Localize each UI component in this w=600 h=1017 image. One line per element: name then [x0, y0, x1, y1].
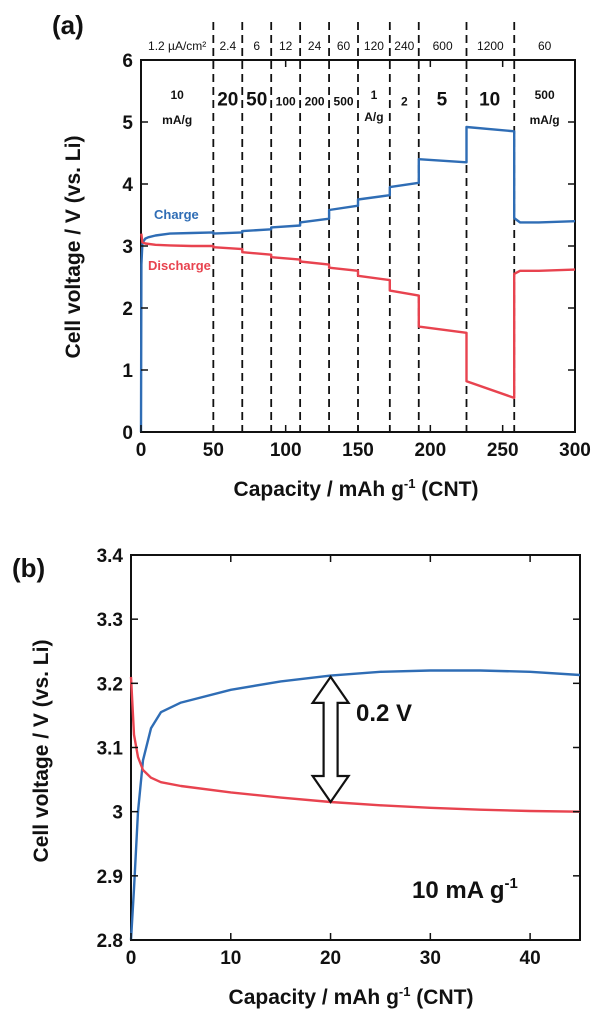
chart-panel-b: (b) 0 10 20 30 40 2.8 2.9 3 3.1 3.2 3.3 3.4 0.2 V 1… — [12, 546, 581, 1009]
y-tick-label: 5 — [122, 113, 133, 134]
current-density-label: mA/g — [530, 113, 560, 127]
panel-b-label: (b) — [12, 553, 45, 583]
areal-rate-label: 240 — [394, 39, 414, 53]
panel-b-y-axis-title: Cell voltage / V (vs. Li) — [30, 640, 53, 863]
areal-rate-label: 60 — [538, 39, 552, 53]
series-line-discharge — [129, 676, 581, 813]
current-density-label: 10 — [479, 89, 500, 110]
chart-panel-a: (a) 1.2 µA/cm² 2.4 6 12 24 60 120 240 600 1200 601… — [52, 10, 591, 501]
current-density-label: A/g — [364, 110, 383, 124]
x-tick-label: 40 — [520, 948, 541, 969]
panel-b-x-axis-title: Capacity / mAh g-1 (CNT) — [229, 984, 474, 1009]
y-tick-label: 4 — [122, 175, 133, 196]
areal-rate-label: 6 — [253, 39, 260, 53]
areal-rate-label: 60 — [337, 39, 351, 53]
areal-rate-label: 1200 — [477, 39, 504, 53]
current-density-label: 1 — [371, 88, 378, 102]
current-density-label: 50 — [246, 89, 267, 110]
panel-a-x-axis-title: Capacity / mAh g-1 (CNT) — [234, 476, 479, 501]
x-tick-label: 0 — [136, 440, 147, 461]
areal-rate-label: 600 — [433, 39, 453, 53]
x-tick-label: 0 — [126, 948, 137, 969]
panel-a-charge-label: Charge — [154, 207, 199, 222]
panel-b-ticks: 0 10 20 30 40 2.8 2.9 3 3.1 3.2 3.3 3.4 — [97, 546, 580, 969]
panel-b-series — [129, 669, 581, 941]
x-tick-label: 200 — [414, 440, 446, 461]
y-tick-label: 2.8 — [97, 931, 123, 952]
current-density-label: 500 — [334, 94, 354, 108]
x-tick-label: 30 — [420, 948, 441, 969]
double-arrow-shape — [310, 674, 351, 804]
series-line-charge — [129, 669, 581, 941]
voltage-gap-arrow — [310, 674, 351, 804]
y-tick-label: 3.3 — [97, 610, 123, 631]
x-tick-label: 20 — [320, 948, 341, 969]
current-density-label: 200 — [305, 94, 325, 108]
y-tick-label: 0 — [122, 423, 133, 444]
panel-a-rate-labels: 1.2 µA/cm² 2.4 6 12 24 60 120 240 600 1200 6010mA/… — [148, 39, 560, 127]
series-line-charge — [139, 125, 576, 433]
areal-rate-label: 1.2 µA/cm² — [148, 39, 206, 53]
areal-rate-label: 12 — [279, 39, 293, 53]
panel-a-y-axis-title: Cell voltage / V (vs. Li) — [62, 136, 85, 359]
y-tick-label: 3 — [112, 803, 123, 824]
x-tick-label: 50 — [203, 440, 224, 461]
current-density-label: 20 — [217, 89, 238, 110]
series-line-discharge — [140, 233, 576, 400]
current-density-label: mA/g — [162, 113, 192, 127]
x-tick-label: 100 — [270, 440, 302, 461]
panel-a-discharge-label: Discharge — [148, 258, 211, 273]
current-density-label: 100 — [276, 94, 296, 108]
areal-rate-label: 24 — [308, 39, 322, 53]
x-tick-label: 150 — [342, 440, 374, 461]
panel-b-rate-label: 10 mA g-1 — [412, 875, 518, 904]
current-density-label: 10 — [170, 88, 184, 102]
x-tick-label: 250 — [487, 440, 519, 461]
y-tick-label: 2.9 — [97, 867, 123, 888]
y-tick-label: 3.4 — [97, 546, 124, 567]
areal-rate-label: 2.4 — [219, 39, 236, 53]
panel-a-rate-dividers — [212, 22, 516, 432]
y-tick-label: 6 — [122, 51, 133, 72]
y-tick-label: 1 — [122, 361, 133, 382]
areal-rate-label: 120 — [364, 39, 384, 53]
current-density-label: 2 — [401, 94, 408, 108]
x-tick-label: 10 — [220, 948, 241, 969]
current-density-label: 5 — [437, 89, 448, 110]
y-tick-label: 3 — [122, 237, 133, 258]
x-tick-label: 300 — [559, 440, 591, 461]
current-density-label: 500 — [535, 88, 555, 102]
y-tick-label: 3.1 — [97, 739, 124, 760]
y-tick-label: 2 — [122, 299, 133, 320]
panel-a-series — [139, 125, 576, 433]
panel-a-label: (a) — [52, 10, 84, 40]
voltage-gap-label: 0.2 V — [356, 700, 412, 727]
y-tick-label: 3.2 — [97, 674, 123, 695]
